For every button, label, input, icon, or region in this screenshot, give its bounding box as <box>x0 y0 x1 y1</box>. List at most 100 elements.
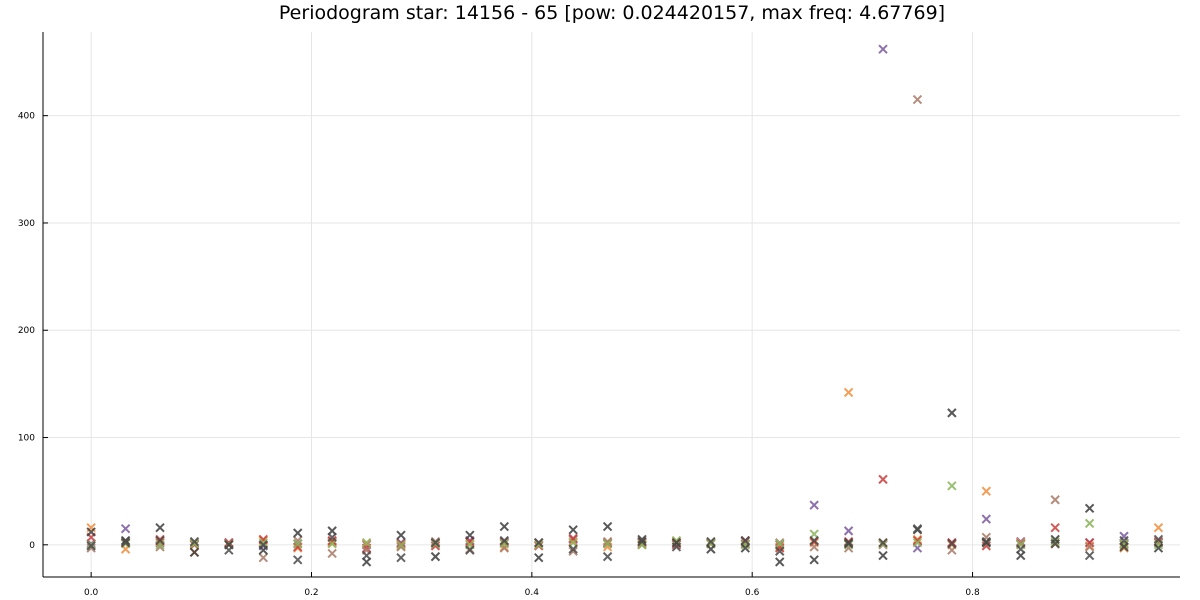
data-point <box>1084 550 1095 561</box>
data-point <box>189 547 200 558</box>
data-point <box>293 535 303 546</box>
data-point <box>430 551 441 562</box>
series-1 <box>86 44 1164 553</box>
chart-title: Periodogram star: 14156 - 65 [pow: 0.024… <box>279 2 945 24</box>
data-point <box>912 537 923 548</box>
data-point <box>1050 536 1060 547</box>
data-point <box>981 514 992 524</box>
data-point <box>534 540 544 550</box>
data-point <box>568 546 578 556</box>
data-point <box>327 548 337 559</box>
data-point <box>947 408 957 418</box>
data-point <box>602 551 613 562</box>
series-2 <box>86 387 1164 558</box>
data-point <box>568 544 578 554</box>
axes <box>42 32 1180 578</box>
data-point <box>1016 544 1026 554</box>
data-point <box>327 532 337 543</box>
series-7 <box>86 524 1164 565</box>
x-tick-label: 0.8 <box>965 588 980 598</box>
data-point <box>1050 522 1060 533</box>
data-point <box>361 537 372 548</box>
grid-lines <box>43 32 1180 577</box>
data-point <box>1153 534 1164 545</box>
data-point <box>465 530 475 540</box>
data-point <box>1050 495 1060 505</box>
data-point <box>120 537 131 548</box>
x-tick-label: 0.4 <box>525 588 540 598</box>
data-point <box>775 539 785 549</box>
y-tick-label: 0 <box>29 541 35 551</box>
data-point <box>706 536 716 547</box>
data-point <box>499 521 510 532</box>
data-point <box>1153 543 1164 553</box>
y-tick-label: 300 <box>18 219 35 229</box>
data-point <box>327 535 337 546</box>
data-point <box>258 540 269 550</box>
data-point <box>258 537 269 548</box>
y-tick-label: 200 <box>18 326 35 336</box>
data-point <box>1084 542 1095 552</box>
data-point <box>361 550 372 561</box>
data-point <box>189 539 200 549</box>
data-point <box>637 534 647 545</box>
series-3 <box>86 474 1164 553</box>
data-point <box>843 539 854 549</box>
data-point <box>396 542 406 552</box>
tick-labels: 0.0 0.2 0.4 0.6 0.8 0 100 200 300 400 <box>18 112 980 598</box>
data-point <box>809 535 819 546</box>
data-point <box>947 481 957 491</box>
data-point <box>396 530 406 540</box>
data-point <box>878 537 888 548</box>
data-point <box>706 544 716 554</box>
data-point <box>671 542 682 552</box>
data-point <box>258 552 269 563</box>
data-point <box>155 535 165 546</box>
data-point <box>947 539 957 549</box>
y-tick-label: 100 <box>18 434 35 444</box>
data-point <box>189 536 200 547</box>
data-point <box>534 552 544 563</box>
data-point <box>912 94 923 105</box>
data-point <box>396 540 406 550</box>
data-point <box>1084 503 1095 514</box>
data-point <box>912 524 923 534</box>
data-point <box>912 535 923 546</box>
data-point <box>878 44 888 54</box>
data-point <box>568 525 578 535</box>
data-point <box>775 546 785 556</box>
data-point <box>809 555 819 565</box>
data-point <box>843 387 854 398</box>
data-point <box>120 535 131 546</box>
series-6 <box>86 408 1164 567</box>
data-point <box>499 535 510 546</box>
series-4 <box>86 94 1164 563</box>
data-point <box>981 486 992 496</box>
data-point <box>499 539 510 549</box>
data-point <box>1119 539 1129 549</box>
x-tick-label: 0.6 <box>745 588 760 598</box>
data-point <box>1153 522 1164 533</box>
data-point <box>430 537 441 548</box>
data-point <box>120 524 131 534</box>
data-point <box>637 536 647 547</box>
data-point <box>86 543 96 553</box>
data-point <box>775 557 785 567</box>
data-point <box>602 521 613 532</box>
data-point <box>534 537 544 548</box>
data-point <box>809 500 819 510</box>
data-point <box>293 539 303 549</box>
data-point <box>878 550 888 561</box>
x-tick-label: 0.2 <box>304 588 318 598</box>
tick-marks <box>43 115 974 577</box>
data-point <box>878 474 888 485</box>
data-points <box>86 44 1164 567</box>
data-point <box>1050 539 1060 549</box>
data-point <box>981 536 992 547</box>
data-point <box>224 545 234 555</box>
data-point <box>1119 535 1129 546</box>
data-point <box>86 527 96 537</box>
y-tick-label: 400 <box>18 112 35 122</box>
data-point <box>843 526 854 536</box>
